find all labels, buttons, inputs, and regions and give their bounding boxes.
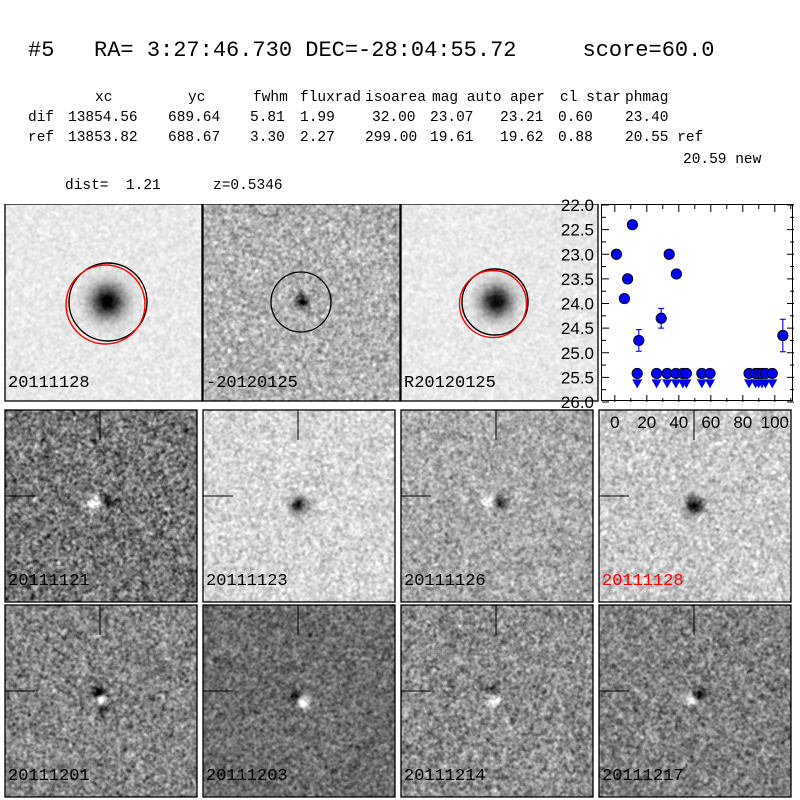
svg-text:24.5: 24.5	[561, 319, 594, 338]
svg-text:22.0: 22.0	[561, 196, 594, 215]
svg-text:80: 80	[733, 413, 752, 432]
svg-text:20: 20	[637, 413, 656, 432]
svg-text:60: 60	[701, 413, 720, 432]
svg-text:23.0: 23.0	[561, 245, 594, 264]
svg-text:100: 100	[761, 413, 789, 432]
svg-text:23.5: 23.5	[561, 270, 594, 289]
svg-text:24.0: 24.0	[561, 295, 594, 314]
svg-text:22.5: 22.5	[561, 221, 594, 240]
svg-text:26.0: 26.0	[561, 393, 594, 412]
svg-text:25.0: 25.0	[561, 344, 594, 363]
svg-text:0: 0	[610, 413, 619, 432]
svg-text:25.5: 25.5	[561, 368, 594, 387]
svg-text:40: 40	[669, 413, 688, 432]
